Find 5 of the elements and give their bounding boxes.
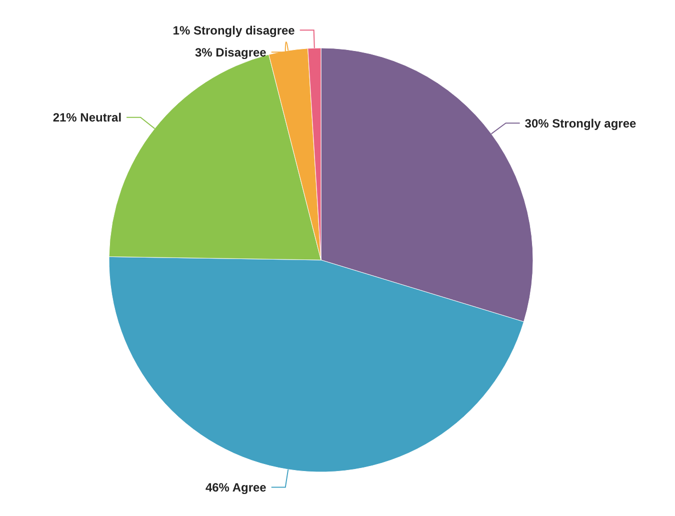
slice-label: 21% Neutral	[52, 110, 122, 125]
slice-label: 30% Strongly agree	[524, 116, 637, 130]
slice-label: 1% Strongly disagree	[172, 23, 296, 38]
slice-label: 46% Agree	[205, 480, 267, 494]
slice-label: 3% Disagree	[195, 45, 267, 60]
